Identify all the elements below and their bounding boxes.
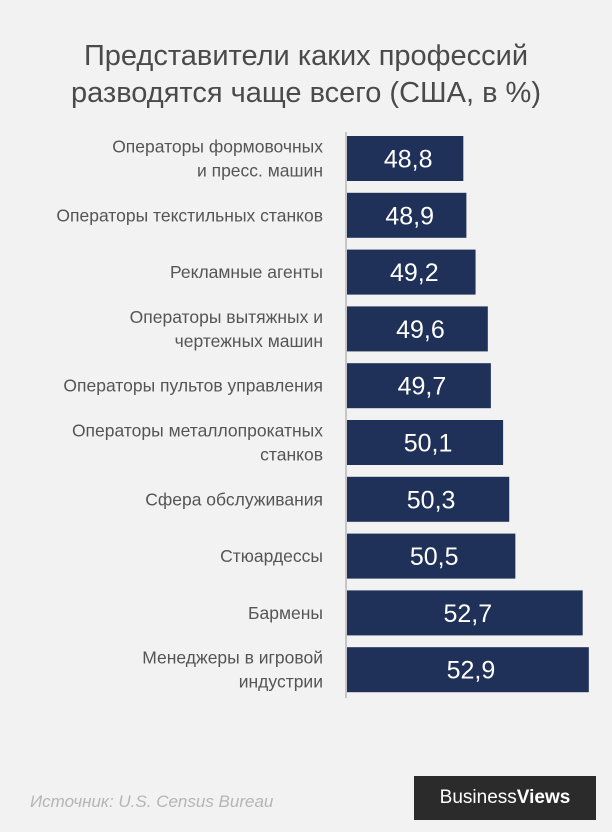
category-label: Рекламные агенты	[170, 262, 323, 282]
bar-value-label: 50,3	[407, 486, 456, 514]
category-labels-group: Операторы формовочных и пресс. машин Опера…	[56, 137, 323, 692]
bar-value-label: 49,2	[390, 259, 439, 287]
brand-logo-part2: Views	[516, 787, 571, 808]
bar-3	[347, 249, 476, 295]
category-label: Операторы вытяжных и чертежных машин	[130, 307, 323, 351]
source-note: Источник: U.S. Census Bureau	[30, 792, 274, 811]
category-label: Менеджеры в игровой индустрии	[142, 648, 323, 692]
bar-value-label: 52,7	[444, 600, 493, 628]
category-label: Бармены	[248, 603, 323, 623]
bar-value-label: 52,9	[447, 657, 496, 685]
bar-10	[347, 647, 589, 693]
category-label: Сфера обслуживания	[145, 489, 323, 509]
bars-group: 48,8 48,9 49,2 49,6 49,7 50,1 50,3 50,5 52,7 52,9	[347, 136, 589, 693]
category-label: Операторы текстильных станков	[56, 205, 323, 225]
bar-6	[347, 420, 504, 465]
bar-value-label: 49,7	[398, 373, 447, 401]
bar-1	[347, 136, 464, 181]
brand-logo-part1: Business	[439, 787, 517, 808]
bar-value-label: 50,5	[410, 543, 459, 571]
bar-4	[347, 306, 488, 352]
chart-title: Представители каких профессий разводятся…	[71, 40, 541, 109]
bar-value-label: 48,8	[384, 146, 433, 174]
bar-9	[347, 590, 583, 636]
bar-7	[347, 476, 510, 522]
category-label: Операторы формовочных и пресс. машин	[112, 137, 323, 181]
bar-5	[347, 363, 491, 409]
bar-8	[347, 533, 516, 579]
bar-value-label: 49,6	[396, 316, 445, 344]
category-label: Стюардессы	[220, 546, 323, 566]
bar-value-label: 48,9	[385, 202, 434, 230]
bar-value-label: 50,1	[404, 430, 453, 458]
category-label: Операторы металлопрокатных станков	[72, 421, 323, 465]
category-label: Операторы пультов управления	[63, 376, 323, 396]
bar-2	[347, 192, 467, 238]
brand-logo: BusinessViews	[414, 776, 596, 820]
